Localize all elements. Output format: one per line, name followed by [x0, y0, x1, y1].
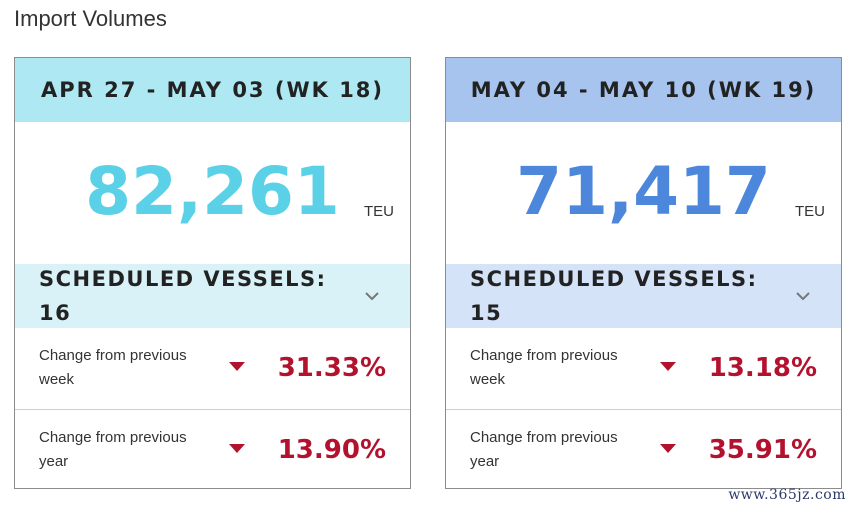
change-year-label: Change from previous year [470, 429, 618, 470]
card-header: MAY 04 - MAY 10 (WK 19) [446, 58, 841, 122]
change-year-value: 35.91% [708, 435, 817, 465]
change-year-row: Change from previous year 13.90% [15, 410, 410, 491]
change-week-label: Change from previous week [470, 347, 618, 388]
teu-volume: 71,417 [516, 153, 771, 230]
watermark-text: www.365jz.com [728, 487, 846, 503]
change-year-value: 13.90% [277, 435, 386, 465]
teu-unit: TEU [364, 203, 394, 220]
chevron-down-icon[interactable] [364, 288, 380, 304]
triangle-down-icon [660, 444, 676, 453]
triangle-down-icon [660, 362, 676, 371]
change-week-row: Change from previous week 31.33% [15, 328, 410, 410]
week-card-19: MAY 04 - MAY 10 (WK 19) 71,417 TEU SCHED… [445, 57, 842, 489]
scheduled-vessels-count: 15 [470, 301, 503, 325]
triangle-down-icon [229, 362, 245, 371]
scheduled-vessels-label: SCHEDULED VESSELS: [470, 267, 758, 291]
chevron-down-icon[interactable] [795, 288, 811, 304]
change-week-value: 13.18% [708, 353, 817, 383]
teu-volume: 82,261 [85, 153, 340, 230]
volume-section: 71,417 TEU [446, 122, 841, 264]
scheduled-vessels-count: 16 [39, 301, 72, 325]
triangle-down-icon [229, 444, 245, 453]
scheduled-vessels-label: SCHEDULED VESSELS: [39, 267, 327, 291]
card-header: APR 27 - MAY 03 (WK 18) [15, 58, 410, 122]
teu-unit: TEU [795, 203, 825, 220]
week-card-18: APR 27 - MAY 03 (WK 18) 82,261 TEU SCHED… [14, 57, 411, 489]
change-week-label: Change from previous week [39, 347, 187, 388]
page-title: Import Volumes [14, 6, 167, 31]
change-week-value: 31.33% [277, 353, 386, 383]
change-year-label: Change from previous year [39, 429, 187, 470]
change-year-row: Change from previous year 35.91% [446, 410, 841, 491]
scheduled-vessels-toggle[interactable]: SCHEDULED VESSELS: 16 [15, 264, 410, 328]
volume-section: 82,261 TEU [15, 122, 410, 264]
scheduled-vessels-toggle[interactable]: SCHEDULED VESSELS: 15 [446, 264, 841, 328]
change-week-row: Change from previous week 13.18% [446, 328, 841, 410]
